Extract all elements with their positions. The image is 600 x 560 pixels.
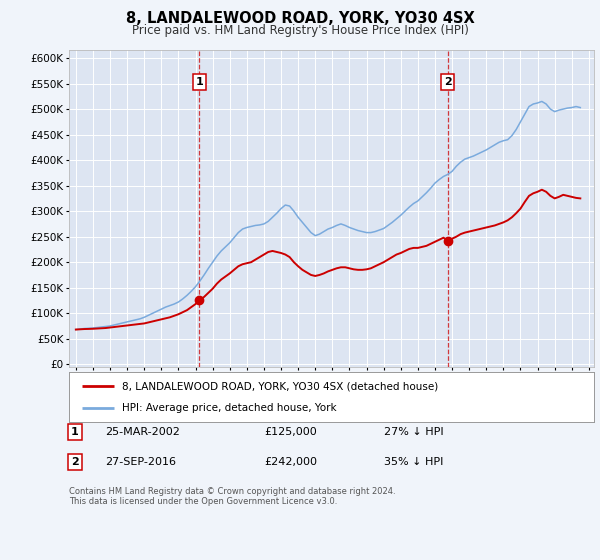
Text: 27-SEP-2016: 27-SEP-2016 [105,457,176,467]
Text: This data is licensed under the Open Government Licence v3.0.: This data is licensed under the Open Gov… [69,497,337,506]
Text: 2: 2 [444,77,452,87]
Text: 27% ↓ HPI: 27% ↓ HPI [384,427,443,437]
Text: 25-MAR-2002: 25-MAR-2002 [105,427,180,437]
Text: 8, LANDALEWOOD ROAD, YORK, YO30 4SX: 8, LANDALEWOOD ROAD, YORK, YO30 4SX [125,11,475,26]
Text: 1: 1 [196,77,203,87]
Text: £242,000: £242,000 [264,457,317,467]
Text: 35% ↓ HPI: 35% ↓ HPI [384,457,443,467]
Text: 2: 2 [71,457,79,467]
Text: HPI: Average price, detached house, York: HPI: Average price, detached house, York [121,403,336,413]
Text: 1: 1 [71,427,79,437]
Text: 8, LANDALEWOOD ROAD, YORK, YO30 4SX (detached house): 8, LANDALEWOOD ROAD, YORK, YO30 4SX (det… [121,381,438,391]
Text: £125,000: £125,000 [264,427,317,437]
Text: Price paid vs. HM Land Registry's House Price Index (HPI): Price paid vs. HM Land Registry's House … [131,24,469,36]
Text: Contains HM Land Registry data © Crown copyright and database right 2024.: Contains HM Land Registry data © Crown c… [69,487,395,496]
